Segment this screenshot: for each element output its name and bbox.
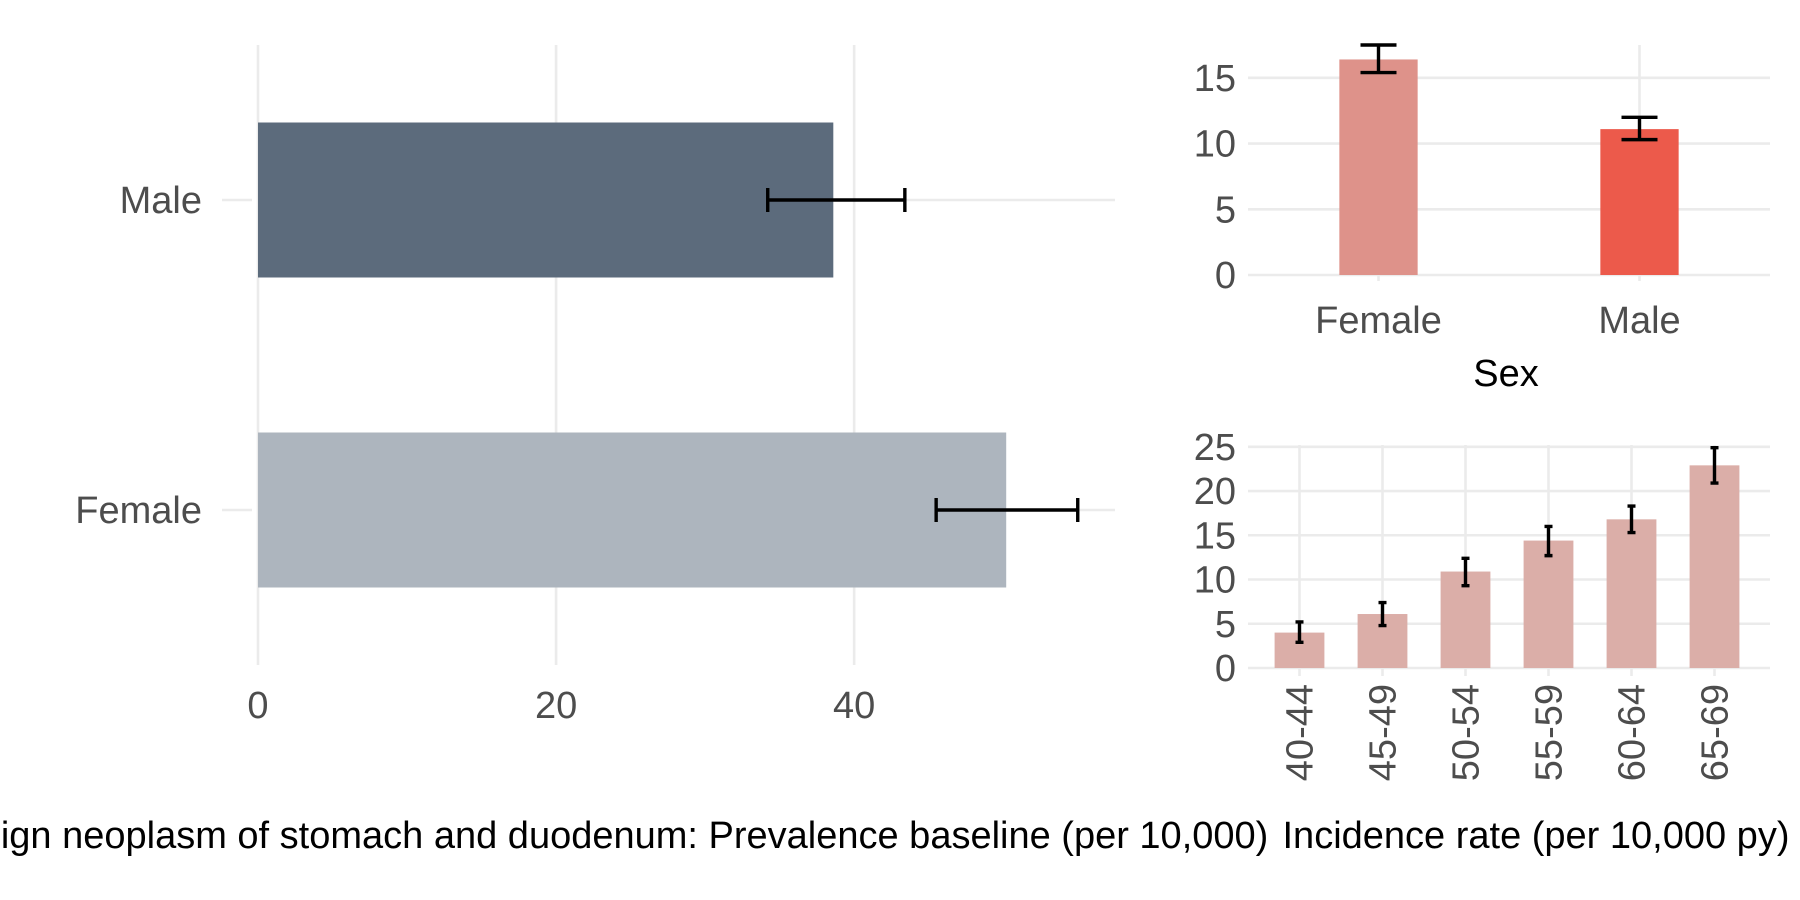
y-tick-label: 15 (1194, 58, 1236, 100)
y-tick-label: 10 (1194, 124, 1236, 166)
y-tick-label: 5 (1215, 604, 1236, 646)
x-tick-label-45-49: 45-49 (1363, 684, 1405, 781)
x-tick-label-40-44: 40-44 (1280, 684, 1322, 781)
error-bar-male (1621, 115, 1658, 142)
sex-x-axis-title: Sex (1473, 353, 1538, 395)
y-tick-label: 25 (1194, 427, 1236, 469)
error-bar-female (1360, 43, 1397, 75)
prevalence-panel: 0 20 40 Female Male (75, 45, 1115, 727)
y-tick-label: 5 (1215, 189, 1236, 231)
error-bar-45-49 (1378, 600, 1387, 628)
x-tick-label-female: Female (1315, 300, 1442, 342)
error-bar-female (934, 498, 1080, 522)
error-bar-65-69 (1710, 445, 1719, 485)
bar-60-64 (1606, 519, 1657, 668)
y-tick-label: 15 (1194, 515, 1236, 557)
x-tick-label: 40 (833, 685, 875, 727)
bar-male (258, 122, 834, 278)
y-tick-label: 0 (1215, 255, 1236, 297)
y-tick-label-male: Male (120, 180, 202, 222)
bar-50-54 (1440, 571, 1491, 668)
x-tick-label-male: Male (1598, 300, 1680, 342)
x-tick-label-50-54: 50-54 (1446, 684, 1488, 781)
x-tick-label: 20 (535, 685, 577, 727)
x-tick-label: 0 (247, 685, 268, 727)
bar-male (1600, 129, 1679, 275)
bar-female (258, 432, 1007, 588)
y-tick-label: 10 (1194, 560, 1236, 602)
y-tick-label: 0 (1215, 648, 1236, 690)
error-bar-40-44 (1295, 620, 1304, 645)
incidence-by-sex-panel: 0 5 10 15 Female Male (1194, 43, 1770, 342)
x-tick-label-55-59: 55-59 (1529, 684, 1571, 781)
bar-55-59 (1523, 540, 1574, 668)
x-tick-label-60-64: 60-64 (1612, 684, 1654, 781)
incidence-x-axis-title: Incidence rate (per 10,000 py) (1283, 815, 1790, 857)
error-bar-50-54 (1461, 556, 1470, 588)
bar-female (1339, 59, 1418, 276)
y-tick-label: 20 (1194, 471, 1236, 513)
error-bar-55-59 (1544, 524, 1553, 558)
bar-65-69 (1689, 465, 1740, 668)
error-bar-male (766, 188, 907, 212)
y-tick-label-female: Female (75, 490, 202, 532)
x-tick-label-65-69: 65-69 (1695, 684, 1737, 781)
prevalence-x-axis-title: nign neoplasm of stomach and duodenum: P… (0, 815, 1268, 857)
error-bar-60-64 (1627, 504, 1636, 535)
